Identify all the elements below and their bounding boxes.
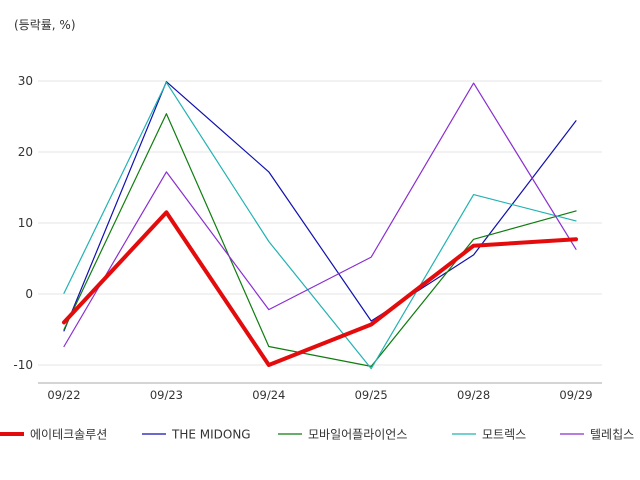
y-tick-label: -10 (13, 358, 33, 372)
x-tick-label: 09/23 (150, 388, 183, 402)
series-line (63, 82, 577, 348)
series-line (62, 210, 578, 367)
series-line (63, 113, 577, 367)
x-tick-label: 09/25 (355, 388, 388, 402)
legend-label: 에이테크솔루션 (30, 428, 107, 442)
legend-label: 텔레칩스 (590, 428, 634, 442)
legend-label: 모트렉스 (482, 428, 526, 442)
series-line (63, 81, 577, 370)
unit-label: (등락률, %) (14, 18, 76, 32)
x-tick-label: 09/24 (252, 388, 285, 402)
legend-label: THE MIDONG (171, 428, 251, 442)
y-tick-label: 10 (18, 216, 33, 230)
x-tick-label: 09/29 (559, 388, 592, 402)
series-line (63, 81, 577, 332)
y-tick-label: 0 (25, 287, 33, 301)
x-tick-label: 09/22 (47, 388, 80, 402)
legend-label: 모바일어플라이언스 (308, 428, 407, 442)
y-tick-label: 30 (18, 74, 33, 88)
x-tick-label: 09/28 (457, 388, 490, 402)
y-tick-label: 20 (18, 145, 33, 159)
